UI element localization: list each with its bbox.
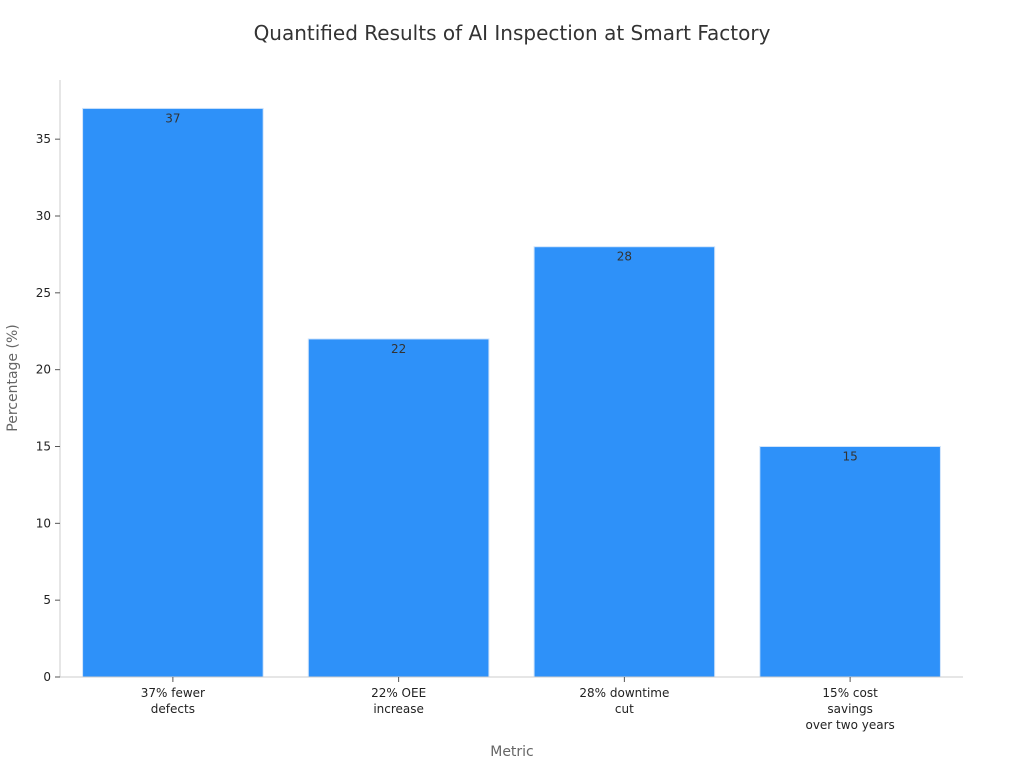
x-tick-label-line: cut <box>615 702 634 716</box>
data-label-3: 28 <box>617 250 632 264</box>
x-tick-label-line: 37% fewer <box>141 686 205 700</box>
x-tick-label-line: 28% downtime <box>579 686 669 700</box>
chart-title: Quantified Results of AI Inspection at S… <box>254 21 771 45</box>
y-tick-label-10: 10 <box>36 516 51 530</box>
x-tick-label-1: 37% fewer defects <box>141 686 205 716</box>
x-tick-label-line: savings <box>827 702 873 716</box>
plot-area: 37 22 28 15 <box>82 107 941 678</box>
bar-1 <box>82 107 264 678</box>
bar-2 <box>307 338 490 678</box>
data-label-1: 37 <box>165 111 180 125</box>
x-tick-label-line: 22% OEE <box>371 686 426 700</box>
x-axis-label: Metric <box>490 744 534 760</box>
x-tick-label-line: increase <box>373 702 424 716</box>
x-tick-label-3: 28% downtime cut <box>579 686 669 716</box>
y-axis-label: Percentage (%) <box>5 324 21 431</box>
x-tick-label-2: 22% OEE increase <box>371 686 426 716</box>
x-tick-label-line: 15% cost <box>822 686 878 700</box>
data-label-2: 22 <box>391 342 406 356</box>
y-tick-label-20: 20 <box>36 363 51 377</box>
y-tick-label-0: 0 <box>43 670 51 684</box>
y-tick-label-15: 15 <box>36 439 51 453</box>
y-tick-label-25: 25 <box>36 286 51 300</box>
y-tick-label-30: 30 <box>36 209 51 223</box>
x-axis-ticks: 37% fewer defects 22% OEE increase 28% downt… <box>141 677 895 732</box>
y-tick-label-5: 5 <box>43 593 51 607</box>
x-tick-label-line: over two years <box>805 718 894 732</box>
bar-4 <box>759 445 941 678</box>
data-label-4: 15 <box>842 449 857 463</box>
y-axis-ticks: 0 5 10 15 20 25 30 35 <box>36 132 60 684</box>
bar-3 <box>533 246 716 678</box>
x-tick-label-line: defects <box>151 702 195 716</box>
y-tick-label-35: 35 <box>36 132 51 146</box>
x-tick-label-4: 15% cost savings over two years <box>805 686 894 732</box>
